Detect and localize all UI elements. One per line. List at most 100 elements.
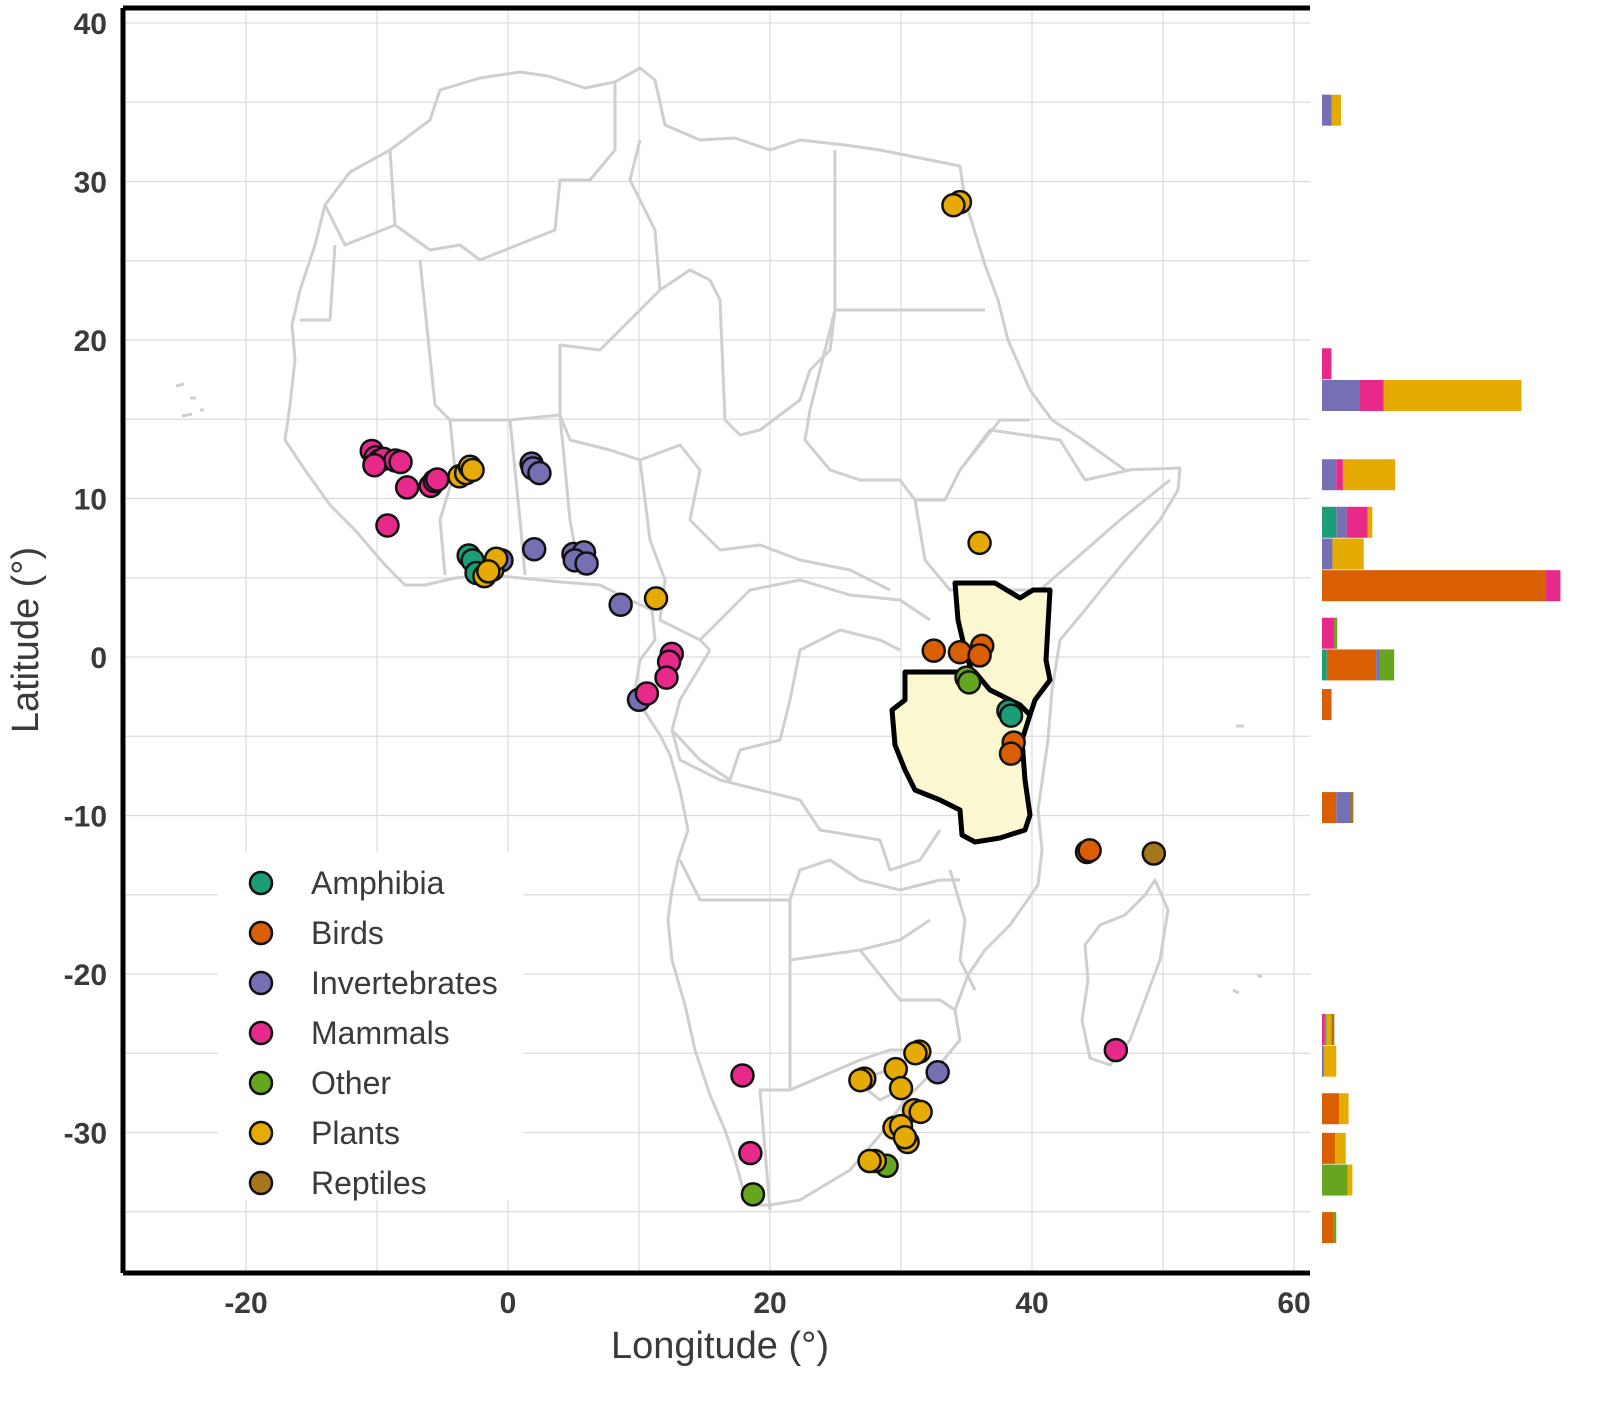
hist-bar-plants xyxy=(1323,1045,1337,1077)
hist-bar-mammals xyxy=(1322,617,1335,649)
hist-bar-mammals xyxy=(1346,506,1368,538)
point-mammals xyxy=(394,475,420,500)
point-mammals xyxy=(375,513,400,538)
legend-key-reptiles xyxy=(248,1170,274,1196)
africa-basemap xyxy=(175,66,1263,1211)
point-plants xyxy=(903,1041,928,1066)
hist-bar-birds xyxy=(1322,1093,1340,1125)
series-reptiles xyxy=(1141,841,1167,866)
point-birds xyxy=(921,638,946,663)
y-tick-label: 20 xyxy=(74,325,107,358)
highlighted-countries xyxy=(889,580,1053,845)
x-tick-label: 40 xyxy=(1015,1287,1048,1320)
y-tick-label: 0 xyxy=(90,642,107,675)
series-invertebrates xyxy=(489,451,950,1085)
hist-bar-plants xyxy=(1342,459,1396,491)
country-borders xyxy=(300,82,1171,1211)
hist-bar-birds xyxy=(1326,649,1377,681)
y-tick-label: -20 xyxy=(64,959,107,992)
point-mammals xyxy=(634,681,660,706)
series-plants xyxy=(447,189,992,1174)
y-tick-label: -10 xyxy=(64,801,107,834)
legend: Amphibia Birds Invertebrates Mammals Other Pl… xyxy=(218,852,523,1201)
cape-verde-islands xyxy=(175,382,204,418)
hist-bar-plants xyxy=(1367,506,1373,538)
point-mammals xyxy=(388,449,413,475)
point-plants xyxy=(476,559,501,584)
hist-bar-mammals xyxy=(1322,1013,1325,1045)
y-axis-title: Latitude (°) xyxy=(5,547,47,733)
point-birds xyxy=(998,741,1024,766)
hist-bar-invertebrates xyxy=(1336,792,1351,824)
hist-bar-invertebrates xyxy=(1322,459,1337,491)
point-plants xyxy=(848,1067,873,1093)
series-mammals xyxy=(359,438,1129,1166)
hist-bar-mammals xyxy=(1360,379,1384,411)
hist-bar-plants xyxy=(1332,538,1364,570)
point-birds xyxy=(947,639,973,665)
hist-bar-amphibia xyxy=(1322,506,1337,538)
point-amphibia xyxy=(998,703,1024,728)
hist-bar-invertebrates xyxy=(1322,379,1360,411)
y-tick-label: 10 xyxy=(74,484,107,517)
hist-bar-invertebrates xyxy=(1336,506,1347,538)
hist-bar-plants xyxy=(1383,379,1522,411)
hist-bar-birds xyxy=(1322,1132,1336,1164)
point-plants xyxy=(908,1099,933,1125)
point-mammals xyxy=(730,1063,755,1088)
legend-label-mammals: Mammals xyxy=(311,1015,450,1051)
hist-bar-plants xyxy=(1326,1013,1332,1045)
x-tick-labels: -20 0 20 40 60 xyxy=(224,1287,1310,1320)
occurrence-points xyxy=(359,189,1167,1207)
point-invertebrates xyxy=(608,592,633,617)
point-mammals xyxy=(1103,1037,1129,1063)
hist-bar-reptiles xyxy=(1350,792,1354,824)
point-plants xyxy=(857,1148,882,1174)
point-mammals xyxy=(425,467,450,492)
hist-bar-mammals xyxy=(1322,348,1332,380)
y-tick-label: 40 xyxy=(74,8,107,41)
hist-bar-plants xyxy=(1335,1132,1346,1164)
x-tick-label: -20 xyxy=(224,1287,267,1320)
point-reptiles xyxy=(1141,841,1167,866)
point-plants xyxy=(460,457,485,483)
hist-bar-invertebrates xyxy=(1322,94,1332,126)
madagascar-outline xyxy=(1080,878,1170,1067)
point-plants xyxy=(888,1075,914,1101)
point-invertebrates xyxy=(521,536,547,562)
x-tick-label: 20 xyxy=(753,1287,786,1320)
hist-bar-amphibia xyxy=(1322,649,1327,681)
legend-label-other: Other xyxy=(311,1065,391,1101)
x-tick-label: 0 xyxy=(500,1287,517,1320)
point-plants xyxy=(892,1125,918,1150)
point-mammals xyxy=(362,452,387,478)
legend-key-plants xyxy=(248,1120,274,1146)
series-birds xyxy=(921,633,1102,865)
y-tick-label: 30 xyxy=(74,167,107,200)
legend-label-amphibia: Amphibia xyxy=(311,865,445,901)
hist-bar-other xyxy=(1333,1212,1337,1244)
legend-label-invertebrates: Invertebrates xyxy=(311,965,498,1001)
hist-bar-invertebrates xyxy=(1322,1045,1324,1077)
x-tick-label: 60 xyxy=(1277,1287,1310,1320)
point-invertebrates xyxy=(527,460,552,486)
point-plants xyxy=(967,530,992,556)
point-plants xyxy=(643,586,669,611)
hist-bar-reptiles xyxy=(1331,1013,1335,1045)
legend-label-birds: Birds xyxy=(311,915,384,951)
hist-bar-other xyxy=(1379,649,1395,681)
point-mammals xyxy=(654,665,679,690)
x-axis-title: Longitude (°) xyxy=(611,1325,829,1367)
hist-bar-birds xyxy=(1322,792,1337,824)
hist-bar-mammals xyxy=(1336,459,1343,491)
hist-bar-other xyxy=(1334,617,1338,649)
hist-bar-other xyxy=(1322,1164,1348,1196)
point-invertebrates xyxy=(574,551,599,576)
y-tick-labels: 40 30 20 10 0 -10 -20 -30 xyxy=(64,8,107,1151)
tanzania-highlight xyxy=(889,669,1033,845)
legend-key-invertebrates xyxy=(248,970,274,996)
point-other xyxy=(956,670,982,695)
legend-label-plants: Plants xyxy=(311,1115,400,1151)
point-birds xyxy=(967,643,992,668)
point-other xyxy=(740,1182,766,1207)
